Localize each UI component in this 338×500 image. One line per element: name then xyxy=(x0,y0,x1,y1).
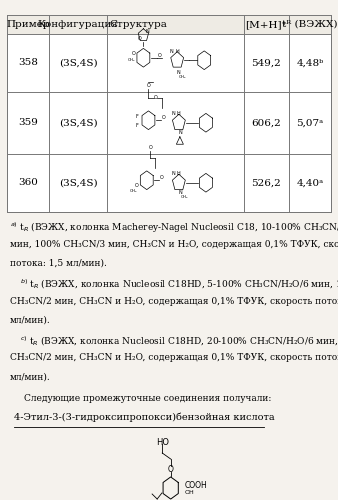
Text: 606,2: 606,2 xyxy=(251,118,281,127)
Text: CH₃: CH₃ xyxy=(128,58,135,62)
Text: O: O xyxy=(153,95,157,100)
Text: 4,40ᵃ: 4,40ᵃ xyxy=(296,178,324,187)
Text: 360: 360 xyxy=(18,178,38,187)
Text: Пример: Пример xyxy=(6,20,50,29)
Bar xyxy=(7,15,331,34)
Text: 358: 358 xyxy=(18,58,38,67)
Text: $^{a)}$ t$_R$ (ВЭЖХ, колонка Macherey-Nagel Nucleosil C18, 10-100% CH₃CN/H₂O/5: $^{a)}$ t$_R$ (ВЭЖХ, колонка Macherey-Na… xyxy=(10,220,338,235)
Text: N: N xyxy=(178,190,182,196)
Text: Структура: Структура xyxy=(109,20,167,29)
Text: O: O xyxy=(132,52,136,56)
Text: F: F xyxy=(135,122,138,128)
Text: O: O xyxy=(158,52,161,58)
Text: O: O xyxy=(138,36,141,42)
Text: H: H xyxy=(175,49,179,54)
Text: N: N xyxy=(171,112,175,116)
Text: Следующие промежуточные соединения получали:: Следующие промежуточные соединения получ… xyxy=(24,394,271,403)
Text: tᴿ (ВЭЖХ): tᴿ (ВЭЖХ) xyxy=(282,20,338,29)
Text: Конфигурация: Конфигурация xyxy=(38,20,119,29)
Text: 549,2: 549,2 xyxy=(251,58,281,67)
Bar xyxy=(7,15,331,212)
Text: N: N xyxy=(178,130,182,136)
Text: мл/мин).: мл/мин). xyxy=(10,372,51,382)
Text: (3S,4S): (3S,4S) xyxy=(59,178,97,187)
Text: H: H xyxy=(177,112,181,116)
Text: HO: HO xyxy=(156,438,169,447)
Text: мл/мин).: мл/мин). xyxy=(10,316,51,324)
Text: N: N xyxy=(171,171,175,176)
Text: 526,2: 526,2 xyxy=(251,178,281,187)
Text: OH: OH xyxy=(184,490,194,496)
Text: N: N xyxy=(170,49,173,54)
Text: H: H xyxy=(177,171,181,176)
Text: O: O xyxy=(160,176,164,180)
Text: CH₃: CH₃ xyxy=(129,189,137,193)
Text: (3S,4S): (3S,4S) xyxy=(59,118,97,127)
Text: $^{c)}$ t$_R$ (ВЭЖХ, колонка Nucleosil C18HD, 20-100% CH₃CN/H₂O/6 мин, 100%: $^{c)}$ t$_R$ (ВЭЖХ, колонка Nucleosil C… xyxy=(20,334,338,348)
Text: O: O xyxy=(135,182,139,188)
Text: 4,48ᵇ: 4,48ᵇ xyxy=(296,58,324,67)
Text: потока: 1,5 мл/мин).: потока: 1,5 мл/мин). xyxy=(10,258,107,268)
Text: $^{b)}$ t$_R$ (ВЭЖХ, колонка Nucleosil C18HD, 5-100% CH₃CN/H₂O/6 мин, 100%: $^{b)}$ t$_R$ (ВЭЖХ, колонка Nucleosil C… xyxy=(20,278,338,291)
Text: 5,07ᵃ: 5,07ᵃ xyxy=(296,118,324,127)
Text: N: N xyxy=(146,30,149,35)
Text: CH₃CN/2 мин, CH₃CN и H₂O, содержащая 0,1% ТФУК, скорость потока: 1: CH₃CN/2 мин, CH₃CN и H₂O, содержащая 0,1… xyxy=(10,354,338,362)
Text: CH₃: CH₃ xyxy=(178,75,186,79)
Text: O: O xyxy=(168,464,174,473)
Text: [M+H]⁺: [M+H]⁺ xyxy=(245,20,287,29)
Text: (3S,4S): (3S,4S) xyxy=(59,58,97,67)
Text: O: O xyxy=(162,116,166,120)
Text: 4-Этил-3-(3-гидроксипропокси)бензойная кислота: 4-Этил-3-(3-гидроксипропокси)бензойная к… xyxy=(14,413,274,422)
Text: мин, 100% CH₃CN/3 мин, CH₃CN и H₂O, содержащая 0,1% ТФУК, скорость: мин, 100% CH₃CN/3 мин, CH₃CN и H₂O, соде… xyxy=(10,240,338,248)
Text: F: F xyxy=(135,114,138,119)
Text: O: O xyxy=(148,146,152,150)
Text: CH₃: CH₃ xyxy=(180,195,188,199)
Text: 359: 359 xyxy=(18,118,38,127)
Text: COOH: COOH xyxy=(184,481,207,490)
Text: O: O xyxy=(147,83,150,88)
Text: CH₃CN/2 мин, CH₃CN и H₂O, содержащая 0,1% ТФУК, скорость потока: 1: CH₃CN/2 мин, CH₃CN и H₂O, содержащая 0,1… xyxy=(10,296,338,306)
Text: N: N xyxy=(176,70,180,76)
